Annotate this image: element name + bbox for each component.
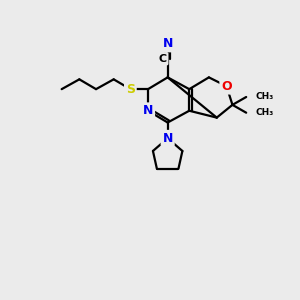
Text: CH₃: CH₃ [255,108,273,117]
Text: N: N [143,104,153,117]
Text: N: N [163,38,173,50]
Text: N: N [163,132,173,145]
Text: C: C [159,54,167,64]
Text: CH₃: CH₃ [255,92,273,101]
Text: O: O [221,80,232,93]
Text: S: S [126,82,135,96]
